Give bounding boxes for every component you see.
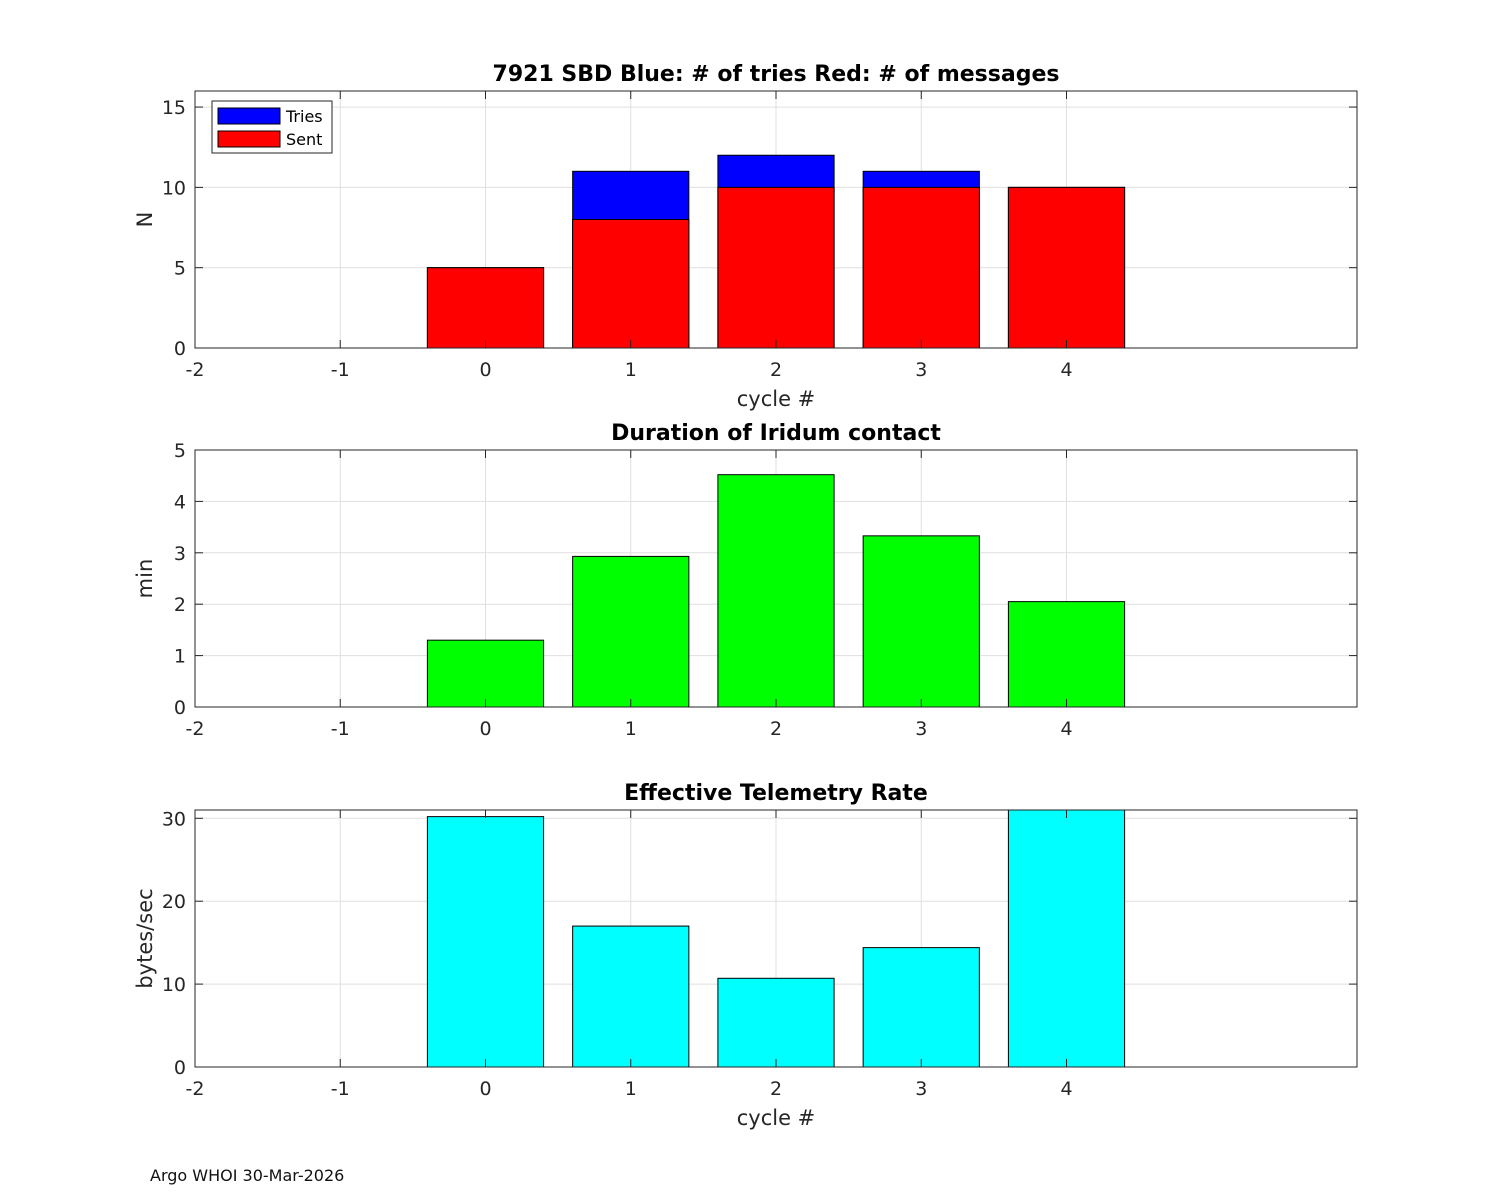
chart-3: -2 -1 0 1 2 3 4 0 10 20 30 Effective Telemetry Rate… (133, 781, 1358, 1130)
x-tick-label: 2 (770, 718, 782, 740)
footer-credit: Argo WHOI 30-Mar-2026 (150, 1166, 345, 1185)
x-tick-label: 0 (479, 718, 491, 740)
y-tick-label: 0 (174, 697, 186, 719)
y-tick-label: 5 (174, 440, 186, 462)
bar-value-cycle-2 (717, 977, 835, 1068)
y-tick-label: 4 (174, 491, 186, 513)
y-tick-label: 3 (174, 543, 186, 565)
chart-title: Duration of Iridum contact (611, 421, 941, 446)
bar-value-cycle-4 (1007, 601, 1126, 708)
y-tick-label: 1 (174, 646, 186, 668)
x-tick-label: 3 (915, 359, 927, 381)
legend-swatch-sent (217, 130, 281, 148)
y-tick-label: 0 (174, 338, 186, 360)
x-tick-label: 0 (479, 1078, 491, 1100)
bar-value-cycle-0 (426, 816, 545, 1068)
legend-label-tries: Tries (285, 107, 323, 126)
bar-value-cycle-1 (572, 555, 690, 708)
chart-2: -2 -1 0 1 2 3 4 0 1 2 3 4 5 Duration of Iridum contac… (133, 421, 1358, 740)
x-axis-label: cycle # (737, 387, 816, 411)
chart-title: 7921 SBD Blue: # of tries Red: # of mess… (493, 62, 1060, 87)
bar-value-cycle-0 (426, 639, 545, 708)
legend-swatch-tries (217, 107, 281, 125)
legend-label-sent: Sent (286, 130, 322, 149)
y-tick-label: 10 (162, 177, 186, 199)
y-tick-label: 20 (162, 891, 186, 913)
x-tick-label: 1 (625, 359, 637, 381)
bar-sent-cycle-0 (426, 267, 545, 349)
y-axis-label: min (133, 559, 157, 599)
x-tick-label: 4 (1060, 718, 1072, 740)
bar-sent-cycle-2 (717, 186, 835, 349)
x-tick-label: -2 (186, 359, 205, 381)
bar-value-cycle-1 (572, 925, 690, 1068)
x-tick-label: 2 (770, 1078, 782, 1100)
y-tick-label: 30 (162, 808, 186, 830)
chart-title: Effective Telemetry Rate (624, 781, 928, 806)
y-tick-label: 5 (174, 258, 186, 280)
y-axis-label: N (133, 212, 157, 228)
bar-sent-cycle-3 (862, 186, 980, 349)
x-tick-label: 4 (1060, 1078, 1072, 1100)
x-tick-label: -2 (186, 718, 205, 740)
x-tick-label: 0 (479, 359, 491, 381)
x-axis-label: cycle # (737, 1106, 816, 1130)
bar-value-cycle-2 (717, 474, 835, 708)
x-tick-label: 4 (1060, 359, 1072, 381)
bar-sent-cycle-1 (572, 219, 690, 349)
bar-value-cycle-3 (862, 535, 980, 708)
x-tick-label: -2 (186, 1078, 205, 1100)
legend: Tries Sent (211, 100, 333, 154)
x-tick-label: -1 (331, 718, 350, 740)
y-axis-label: bytes/sec (133, 888, 157, 988)
y-tick-label: 10 (162, 974, 186, 996)
x-tick-label: -1 (331, 359, 350, 381)
y-tick-label: 0 (174, 1057, 186, 1079)
x-tick-label: 3 (915, 718, 927, 740)
bar-value-cycle-4 (1007, 809, 1126, 1068)
x-tick-label: 1 (625, 718, 637, 740)
y-tick-label: 2 (174, 594, 186, 616)
x-tick-label: 2 (770, 359, 782, 381)
bar-sent-cycle-4 (1007, 186, 1126, 349)
chart-1: -2 -1 0 1 2 3 4 0 5 10 15 7921 SBD Blue: # of tries… (133, 62, 1358, 411)
bar-value-cycle-3 (862, 947, 980, 1068)
x-tick-label: 1 (625, 1078, 637, 1100)
x-tick-label: -1 (331, 1078, 350, 1100)
x-tick-label: 3 (915, 1078, 927, 1100)
y-tick-label: 15 (162, 97, 186, 119)
